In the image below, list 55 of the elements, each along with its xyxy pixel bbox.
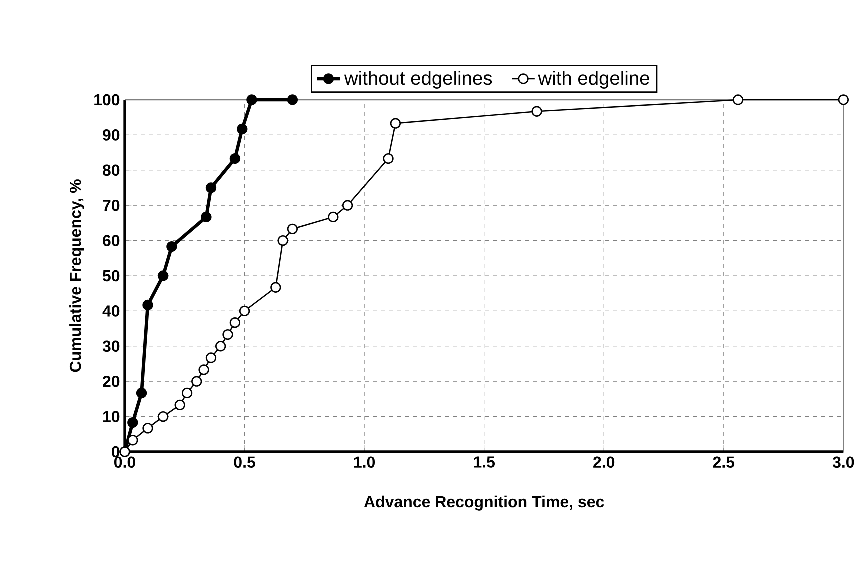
y-tick-label: 40 (102, 306, 120, 317)
point (278, 235, 288, 246)
x-axis-title: Advance Recognition Time, sec (364, 496, 604, 511)
x-tick-label: 1.5 (474, 456, 496, 468)
point (136, 388, 148, 399)
point (201, 212, 212, 223)
point (342, 200, 354, 211)
point (838, 94, 850, 106)
point (222, 329, 234, 340)
point (158, 270, 169, 282)
y-tick-label: 30 (102, 340, 120, 352)
point (287, 224, 298, 235)
point (270, 282, 282, 293)
point (532, 106, 542, 117)
point (328, 212, 339, 223)
point (390, 118, 402, 129)
point (158, 411, 169, 422)
point (128, 435, 138, 446)
point (287, 94, 298, 106)
y-tick-label: 10 (103, 411, 120, 422)
y-tick-label: 60 (103, 235, 120, 246)
point (246, 94, 258, 106)
point (142, 300, 154, 311)
point (142, 423, 154, 434)
legend-label: without edgelines (344, 71, 492, 89)
point (732, 94, 744, 106)
x-tick-label: 0.0 (114, 456, 136, 468)
y-tick-label: 50 (102, 270, 120, 282)
x-tick-label: 1.0 (354, 456, 376, 468)
y-tick-label: 70 (103, 200, 120, 212)
y-tick-label: 90 (103, 130, 120, 141)
point (166, 241, 178, 252)
y-tick-label: 0 (112, 446, 120, 458)
point (239, 306, 250, 317)
point (174, 400, 186, 411)
point (182, 388, 193, 399)
x-tick-label: 2.0 (594, 456, 615, 468)
point (237, 124, 248, 135)
point (198, 364, 210, 376)
y-tick-label: 100 (94, 94, 120, 106)
y-tick-label: 20 (103, 376, 120, 388)
point (192, 376, 202, 387)
y-tick-label: 80 (102, 164, 120, 176)
point (230, 317, 241, 328)
point (206, 352, 217, 364)
point (383, 153, 394, 164)
point (215, 341, 226, 352)
y-axis-title: Cumulative Frequency, % (70, 180, 84, 372)
legend-label: with edgeline (538, 71, 650, 89)
x-tick-label: 2.5 (713, 456, 735, 468)
point (206, 182, 217, 194)
point (128, 417, 138, 428)
x-tick-label: 3.0 (832, 456, 854, 468)
point (230, 153, 241, 164)
x-tick-label: 0.5 (234, 456, 256, 468)
